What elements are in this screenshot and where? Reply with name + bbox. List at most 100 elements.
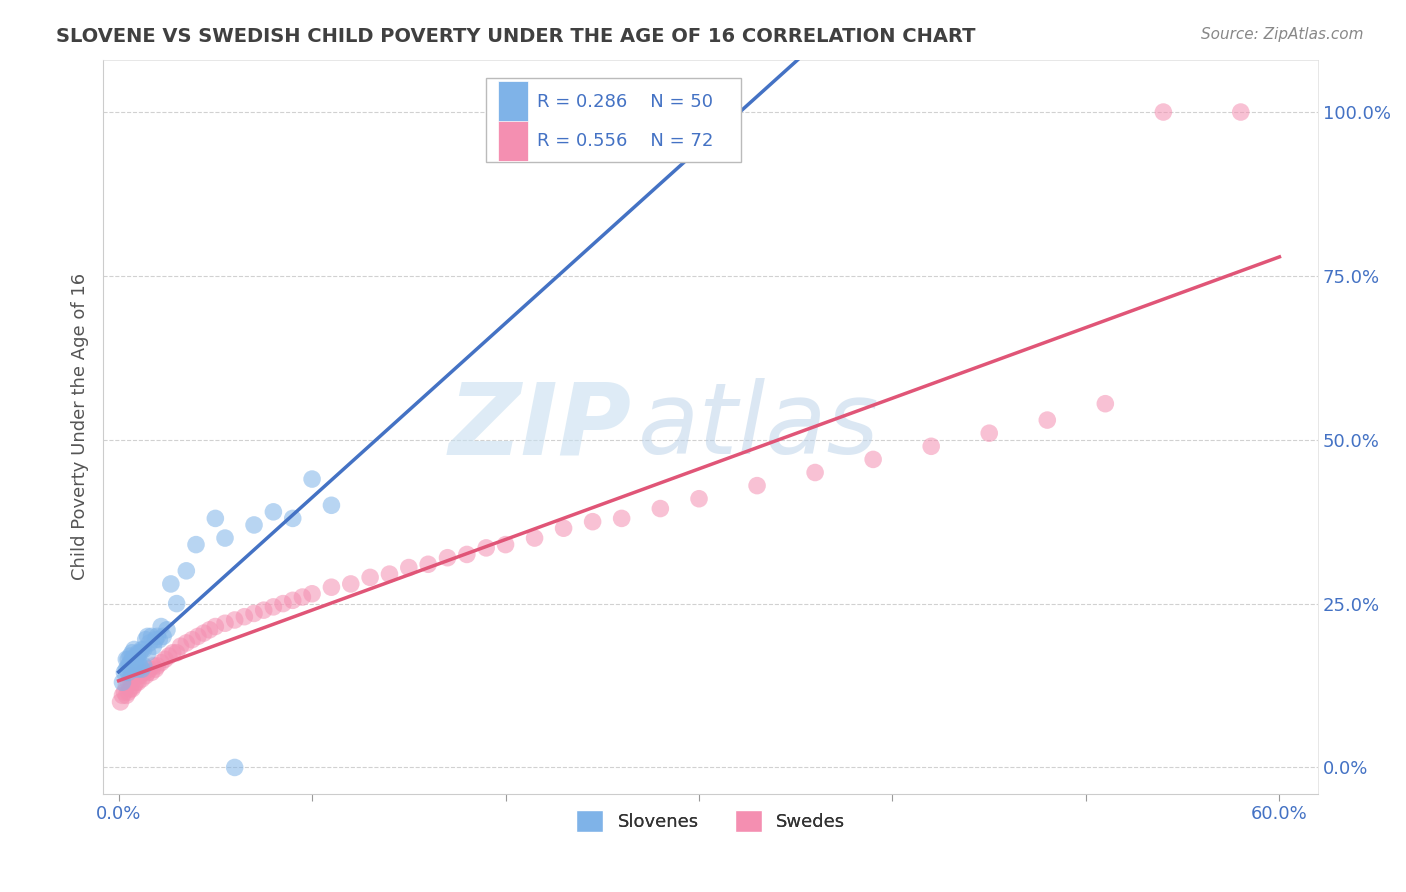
Point [156,623,179,637]
Point [121,669,143,683]
Point [142,639,165,653]
Point [135,669,157,683]
Point [979,426,1001,441]
Point [157,648,180,663]
Point [456,548,478,562]
Point [862,452,884,467]
Point [166,646,188,660]
Point [127,675,149,690]
Point [176,636,198,650]
Text: ZIP: ZIP [449,378,631,475]
Point [1094,397,1116,411]
Point [112,685,135,699]
Point [128,646,150,660]
Text: atlas: atlas [638,378,879,475]
Bar [498,121,529,161]
Point [121,652,143,666]
Point [243,518,266,533]
Point [120,648,142,663]
Point [359,570,381,584]
Point [418,558,440,572]
Point [339,577,361,591]
Point [127,646,149,660]
Point [581,515,603,529]
Point [281,511,304,525]
Point [262,505,284,519]
Point [745,478,768,492]
Point [125,665,148,680]
Point [321,498,343,512]
Point [523,531,546,545]
Point [152,629,174,643]
Point [117,658,139,673]
Point [224,760,246,774]
Point [1152,105,1174,120]
Point [132,642,155,657]
Point [233,609,256,624]
Point [198,623,221,637]
Point [112,665,135,680]
Point [132,658,155,673]
Point [136,665,159,680]
Point [141,665,163,680]
Point [117,665,139,680]
Point [131,642,153,657]
Point [131,672,153,686]
Point [117,652,139,666]
Point [321,580,343,594]
Point [125,675,148,690]
Point [146,658,169,673]
Point [160,577,183,591]
Point [1229,105,1251,120]
Point [150,619,173,633]
Point [145,632,167,647]
Point [135,632,157,647]
Point [553,521,575,535]
Point [243,607,266,621]
Point [128,669,150,683]
Point [187,629,209,643]
Point [650,501,672,516]
Point [148,632,170,647]
Point [920,439,942,453]
Point [138,636,160,650]
Text: R = 0.286    N = 50: R = 0.286 N = 50 [537,93,713,111]
Point [166,597,188,611]
Point [495,538,517,552]
Point [176,564,198,578]
Point [162,646,184,660]
Point [141,629,163,643]
Point [120,681,142,696]
Point [115,689,138,703]
Point [125,656,148,670]
Point [398,560,420,574]
Point [610,511,633,525]
Point [111,689,134,703]
Point [136,646,159,660]
Point [110,695,132,709]
Point [146,629,169,643]
Point [1036,413,1059,427]
Point [224,613,246,627]
Point [262,599,284,614]
Bar [498,81,529,122]
Point [145,662,167,676]
Point [115,679,138,693]
Point [121,646,143,660]
Point [131,662,153,676]
Point [475,541,498,555]
Point [169,639,191,653]
Point [121,658,143,673]
Point [127,662,149,676]
Point [122,642,145,657]
Point [253,603,276,617]
Point [181,632,204,647]
Point [115,662,138,676]
Point [128,658,150,673]
Point [193,626,215,640]
Point [122,679,145,693]
Point [136,629,159,643]
Point [214,531,236,545]
Point [301,472,323,486]
Point [153,652,176,666]
